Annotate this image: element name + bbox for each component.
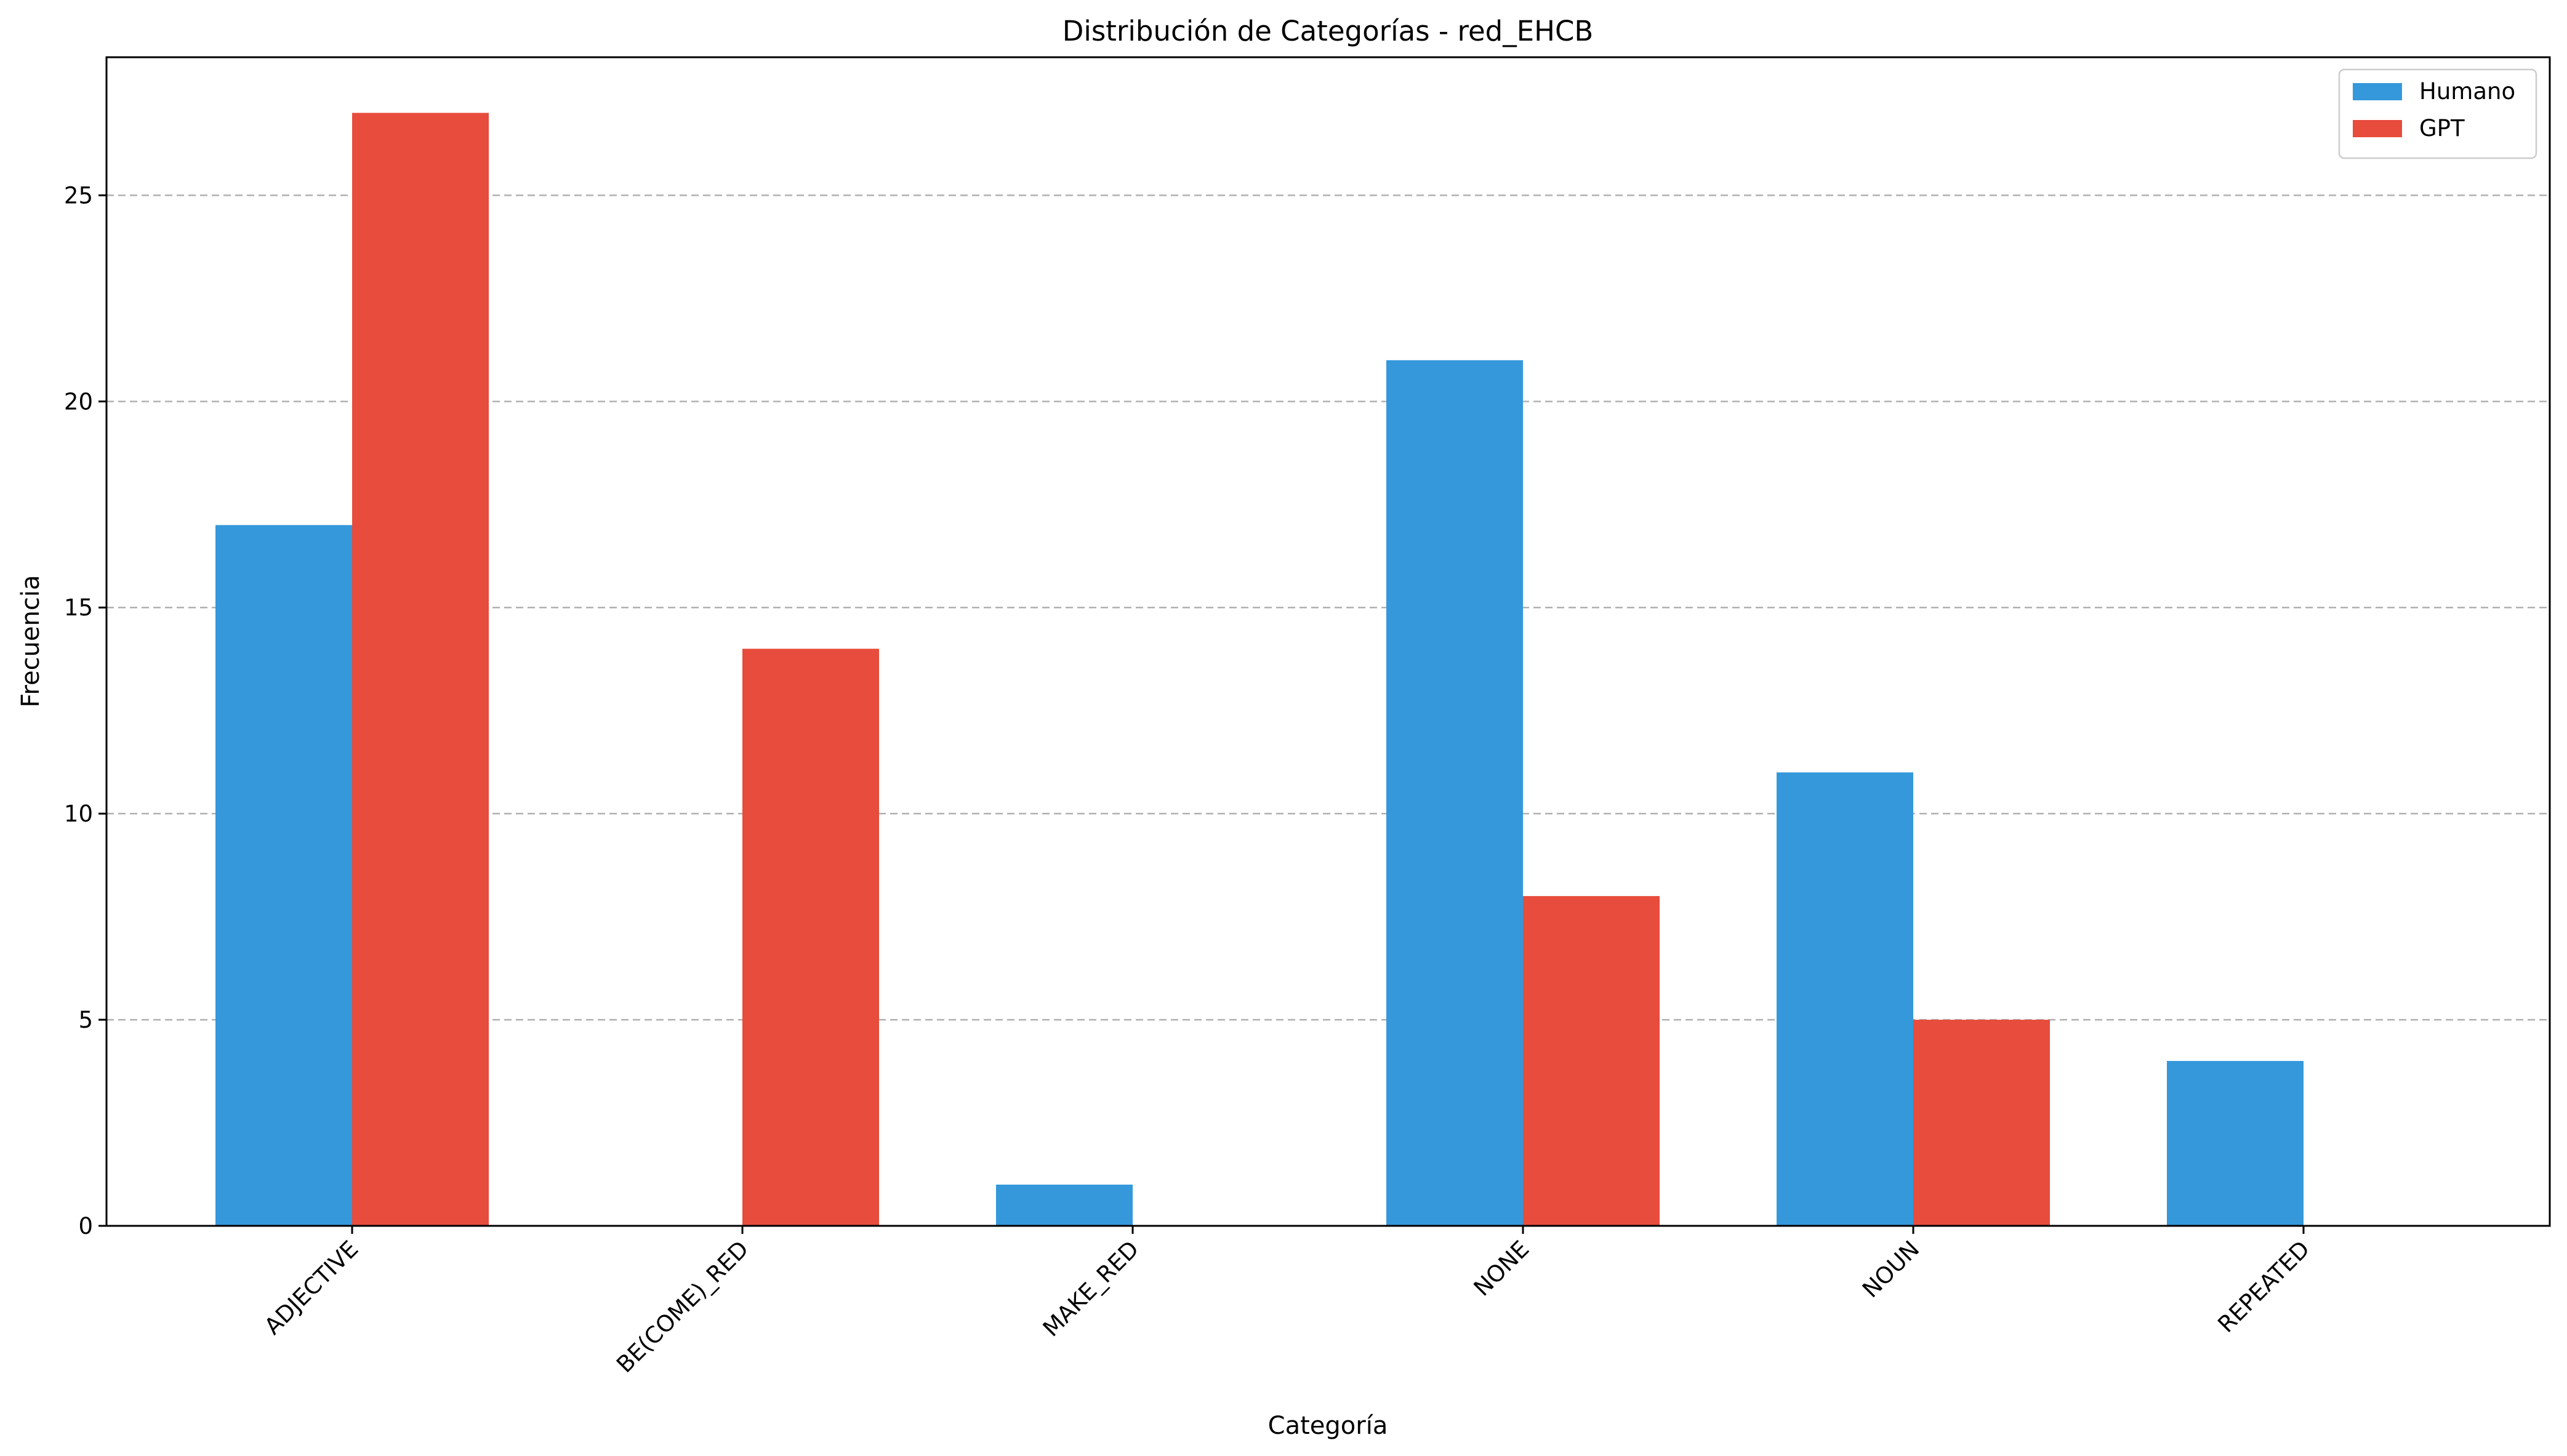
legend-label-humano: Humano: [2419, 78, 2515, 105]
chart-title: Distribución de Categorías - red_EHCB: [1063, 15, 1594, 47]
y-tick-label: 5: [78, 1007, 93, 1033]
legend-swatch-gpt: [2353, 120, 2402, 137]
bar-humano-none: [1386, 360, 1523, 1226]
bar-gpt-be-come-red: [742, 649, 879, 1226]
y-axis-label: Frecuencia: [17, 575, 45, 707]
bar-gpt-noun: [1913, 1020, 2050, 1226]
x-axis-label: Categoría: [1268, 1412, 1388, 1440]
bar-humano-repeated: [2167, 1061, 2304, 1226]
plot-frame: [105, 56, 2551, 1227]
bar-humano-make-red: [996, 1185, 1133, 1226]
legend-label-gpt: GPT: [2419, 115, 2465, 142]
y-axis: 0 5 10 15 20 25: [64, 182, 106, 1239]
bar-humano-noun: [1777, 772, 1913, 1226]
y-tick-label: 25: [64, 182, 93, 209]
legend: Humano GPT: [2338, 68, 2537, 159]
bar-humano-adjective: [215, 525, 352, 1226]
grid-lines: [106, 194, 2550, 1021]
y-tick-label: 10: [64, 801, 93, 827]
bar-gpt-adjective: [352, 113, 489, 1226]
legend-swatch-humano: [2353, 83, 2402, 100]
y-tick-label: 20: [64, 388, 93, 415]
y-tick-label: 15: [64, 594, 93, 621]
bar-gpt-none: [1523, 896, 1660, 1226]
y-tick-label: 0: [78, 1213, 93, 1239]
bars: [215, 113, 2304, 1226]
